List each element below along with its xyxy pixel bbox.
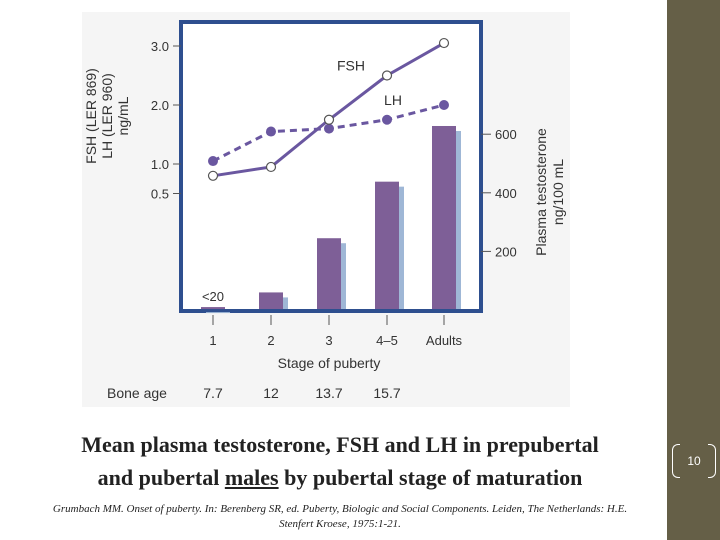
left-axis-tick-label: 1.0: [151, 157, 169, 172]
lh-point: [382, 114, 392, 125]
left-axis-tick-label: 3.0: [151, 39, 169, 54]
slide-sidebar: [667, 0, 720, 540]
lh-point: [208, 156, 218, 167]
testosterone-bar-shadow: [206, 312, 230, 314]
caption-line-2-end: by pubertal stage of maturation: [278, 465, 583, 490]
left-axis-tick-label: 2.0: [151, 98, 169, 113]
bone-age-value: 15.7: [373, 385, 400, 401]
fsh-series-label: FSH: [337, 58, 365, 74]
testosterone-bar: [259, 292, 283, 309]
left-axis-label: LH (LER 960): [99, 73, 115, 159]
caption-underlined-word: males: [224, 465, 279, 490]
citation-line-2: Stenfert Kroese, 1975:1-21.: [279, 518, 401, 530]
bone-age-value: 7.7: [203, 385, 223, 401]
right-axis-tick-label: 400: [495, 186, 517, 201]
lh-point: [324, 123, 334, 134]
x-axis-tick-label: 4–5: [376, 333, 398, 348]
citation-line-1: Grumbach MM. Onset of puberty. In: Beren…: [52, 503, 628, 515]
x-axis-title: Stage of puberty: [278, 355, 381, 371]
x-axis-tick-label: 3: [325, 333, 332, 348]
testosterone-bar: [375, 181, 399, 309]
testosterone-bar: [317, 238, 341, 309]
right-axis-tick-label: 200: [495, 244, 517, 259]
left-axis-tick-label: 0.5: [151, 187, 169, 202]
bone-age-value: 13.7: [315, 385, 342, 401]
testosterone-bar: [432, 125, 456, 309]
testosterone-bar: [201, 307, 225, 310]
x-axis-tick-label: 2: [267, 333, 274, 348]
right-axis-label: ng/100 mL: [550, 159, 566, 225]
lh-point: [439, 100, 449, 110]
x-axis-tick-label: 1: [209, 333, 216, 348]
lh-series-label: LH: [384, 92, 402, 108]
caption-line-1: Mean plasma testosterone, FSH and LH in …: [81, 432, 599, 457]
fsh-point: [323, 114, 335, 125]
lh-point: [266, 126, 276, 137]
page-number: 10: [687, 454, 701, 468]
fsh-point: [207, 170, 219, 181]
right-axis-label: Plasma testosterone: [533, 128, 549, 256]
fsh-point: [265, 161, 277, 173]
citation: Grumbach MM. Onset of puberty. In: Beren…: [20, 502, 660, 532]
fsh-point: [438, 37, 450, 49]
left-axis-label: ng/mL: [115, 96, 131, 135]
bone-age-label: Bone age: [107, 385, 167, 401]
page-number-right-bracket: [708, 444, 716, 478]
caption-line-2-start: and pubertal: [97, 465, 225, 490]
bone-age-value: 12: [263, 385, 279, 401]
page-number-left-bracket: [672, 444, 680, 478]
right-axis-tick-label: 600: [495, 127, 517, 142]
testosterone-bar-label: <20: [202, 289, 224, 304]
fsh-point: [381, 70, 393, 81]
slide-caption: Mean plasma testosterone, FSH and LH in …: [20, 428, 660, 494]
x-axis-tick-label: Adults: [426, 333, 463, 348]
left-axis-label: FSH (LER 869): [83, 68, 99, 164]
